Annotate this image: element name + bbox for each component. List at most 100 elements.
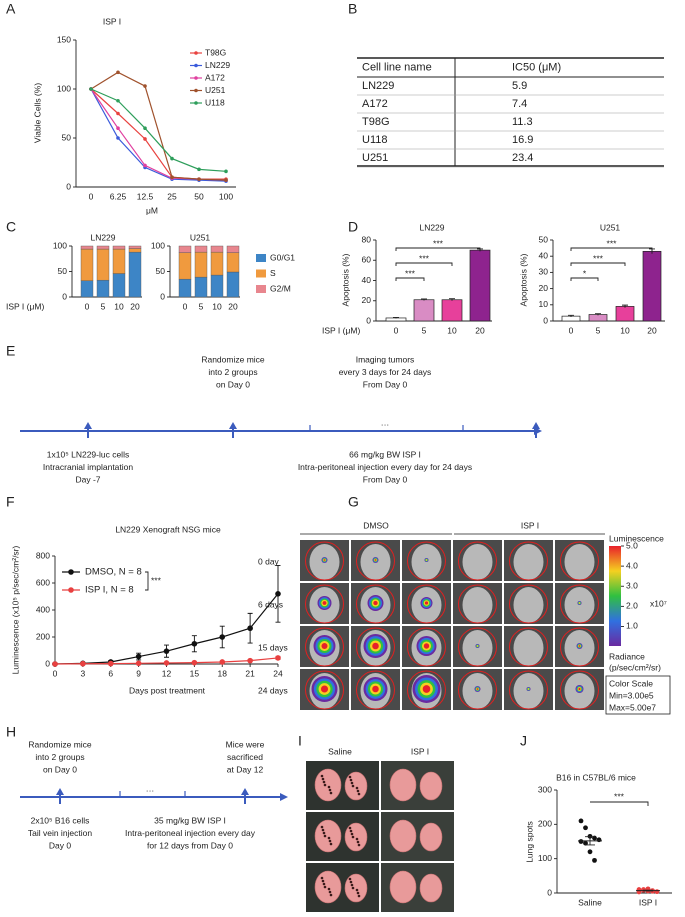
error-bar — [595, 313, 601, 316]
y-tick-label: 200 — [538, 819, 552, 829]
group-label: ISP I — [521, 520, 539, 530]
table-cell: T98G — [362, 116, 390, 128]
tumor-spot — [348, 775, 352, 779]
marker — [52, 661, 58, 667]
roi-circle — [407, 584, 446, 624]
colorbar-unit: x10⁷ — [650, 598, 667, 608]
y-tick-label: 30 — [539, 267, 549, 277]
y-axis-label: Lung spots — [524, 821, 534, 863]
lung — [344, 873, 368, 903]
timeline-note: Day 0 — [49, 840, 71, 850]
legend-label: G2/M — [270, 283, 291, 293]
marker — [247, 625, 253, 632]
marker — [219, 659, 226, 665]
marker — [143, 137, 147, 141]
timeline-note: Mice were — [226, 739, 265, 749]
roi-circle — [356, 541, 395, 581]
significance-label: *** — [405, 268, 416, 278]
legend-swatch — [256, 254, 266, 262]
bar-segment — [112, 248, 126, 274]
x-axis-label: μM — [146, 205, 158, 215]
table-header: IC50 (μM) — [512, 61, 561, 73]
roi-circle — [356, 584, 395, 624]
colorbar — [609, 546, 621, 646]
error-bar — [568, 314, 574, 317]
lung — [419, 822, 443, 852]
event-arrowhead — [229, 422, 237, 429]
signal-blob — [423, 643, 430, 649]
bar-segment — [226, 252, 240, 273]
legend-label: G0/G1 — [270, 252, 295, 262]
bar-segment — [194, 276, 208, 298]
bar-segment — [80, 280, 94, 298]
marker — [143, 126, 147, 130]
roi-circle — [560, 541, 599, 581]
marker — [116, 98, 120, 103]
legend-marker — [194, 101, 198, 105]
legend-label: T98G — [205, 47, 226, 57]
signal-blob — [422, 685, 431, 693]
legend-marker — [194, 63, 198, 68]
mouse-head — [564, 544, 595, 580]
mouse-head — [513, 544, 544, 580]
row-label: 6 days — [258, 599, 283, 609]
y-tick-label: 100 — [57, 83, 71, 93]
roi-circle — [407, 541, 446, 581]
tumor-spot — [320, 825, 324, 829]
legend-label: A172 — [205, 72, 225, 82]
y-tick-label: 150 — [57, 34, 71, 44]
signal-blob — [425, 559, 428, 561]
marker — [89, 87, 93, 91]
lung — [314, 819, 342, 853]
y-tick-label: 0 — [160, 291, 165, 301]
roi-circle — [560, 627, 599, 667]
group-label: ISP I — [411, 746, 429, 756]
y-tick-label: 50 — [156, 266, 166, 276]
ellipsis: ··· — [146, 785, 155, 795]
legend-label: ISP I, N = 8 — [85, 585, 134, 596]
tumor-spot — [320, 876, 324, 880]
marker — [197, 167, 201, 172]
mouse-head — [462, 544, 493, 580]
significance-label: *** — [419, 253, 430, 263]
tumor-spot — [321, 828, 325, 832]
timeline-note: on Day 0 — [216, 379, 250, 389]
tumor-spot — [321, 777, 325, 781]
bar-segment — [226, 245, 240, 253]
bar-segment — [210, 251, 224, 276]
significance-bracket — [570, 247, 653, 251]
data-point — [583, 825, 588, 831]
roi-circle — [305, 541, 344, 581]
timeline-note: on Day 0 — [43, 764, 77, 774]
y-tick-label: 200 — [36, 631, 50, 641]
lung — [419, 771, 443, 801]
bar-segment — [80, 245, 94, 250]
group-label: DMSO — [363, 520, 389, 530]
timeline-note: 1x10⁵ LN229-luc cells — [47, 449, 129, 459]
error-bar — [421, 298, 427, 301]
x-tick-label: 5 — [199, 301, 204, 311]
data-point — [578, 839, 584, 844]
bar-segment — [112, 273, 126, 298]
bar-segment — [112, 245, 126, 250]
x-tick-label: 9 — [136, 668, 141, 678]
mouse-head — [513, 630, 544, 666]
tumor-spot — [351, 835, 355, 839]
roi-circle — [509, 584, 548, 624]
tumor-spot — [328, 890, 332, 894]
data-point — [578, 818, 584, 824]
significance-bracket — [145, 571, 149, 591]
scale-box — [605, 675, 671, 715]
x-tick-label: 0 — [89, 191, 94, 201]
error-bar — [643, 889, 653, 892]
y-tick-label: 100 — [151, 240, 165, 250]
bar — [588, 314, 608, 322]
x-tick-label: 3 — [81, 668, 86, 678]
timeline-note: Intra-peritoneal injection every day — [125, 828, 256, 838]
table-cell: 23.4 — [512, 152, 533, 164]
timeline-note: Day -7 — [75, 474, 100, 484]
y-axis-label: Apoptosis (%) — [518, 253, 528, 306]
panel-letter: C — [6, 219, 16, 235]
y-tick-label: 800 — [36, 550, 50, 560]
bar — [642, 250, 662, 322]
